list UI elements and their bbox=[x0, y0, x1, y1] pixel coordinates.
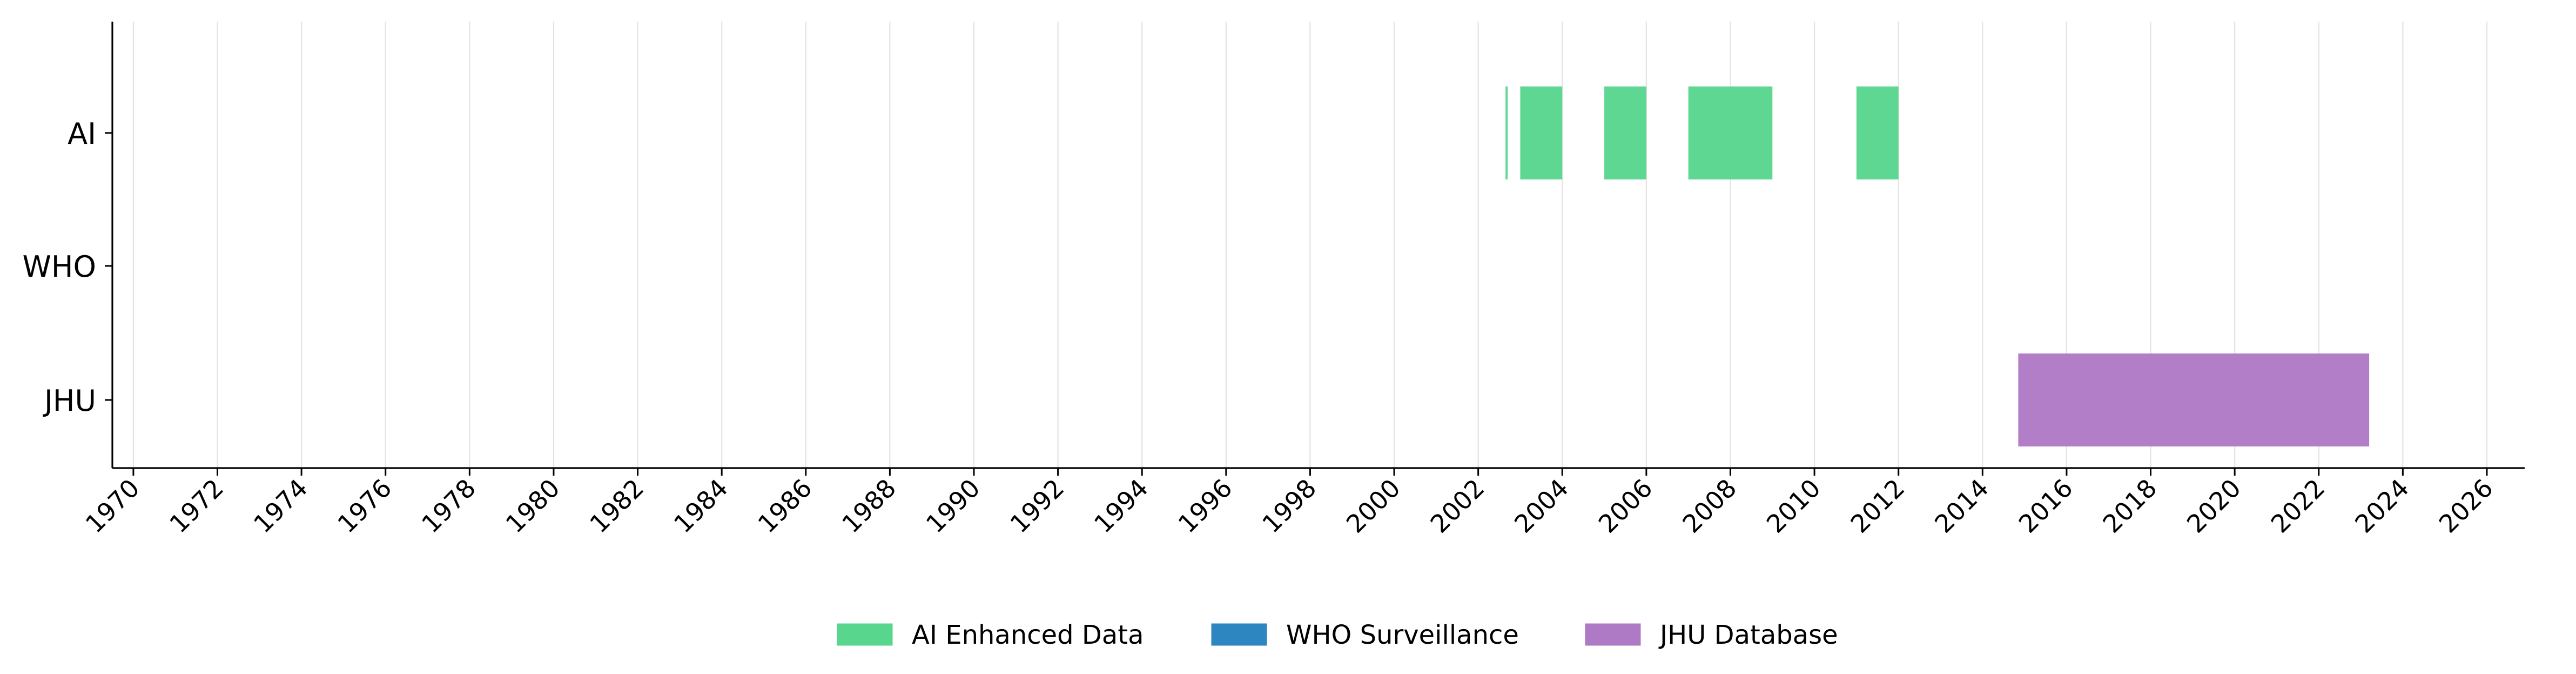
x-tick-label: 2024 bbox=[2349, 473, 2414, 539]
x-tick-label: 1986 bbox=[752, 473, 818, 539]
x-tick-label: 1978 bbox=[416, 473, 481, 539]
x-tick-label: 1992 bbox=[1004, 473, 1070, 539]
x-tick-label: 1980 bbox=[500, 473, 566, 539]
x-tick-label: 2002 bbox=[1424, 473, 1490, 539]
legend-label: WHO Surveillance bbox=[1286, 620, 1519, 650]
x-tick-label: 2016 bbox=[2013, 473, 2079, 539]
x-tick-label: 2020 bbox=[2181, 473, 2247, 539]
x-tick-label: 2004 bbox=[1509, 473, 1574, 539]
timeline-bar-ai bbox=[1505, 86, 1508, 179]
x-tick-label: 1970 bbox=[80, 473, 145, 539]
x-tick-label: 2014 bbox=[1929, 473, 1994, 539]
x-tick-label: 1976 bbox=[332, 473, 398, 539]
y-tick-label: AI bbox=[68, 117, 96, 151]
legend: AI Enhanced Data WHO Surveillance JHU Data… bbox=[837, 620, 1838, 650]
x-tick-label: 1984 bbox=[668, 473, 734, 539]
x-tick-label: 1974 bbox=[248, 473, 313, 539]
x-tick-label: 1972 bbox=[164, 473, 229, 539]
x-tick-label: 1996 bbox=[1173, 473, 1238, 539]
x-tick-label: 2006 bbox=[1593, 473, 1658, 539]
x-tick-label: 1988 bbox=[836, 473, 902, 539]
x-tick-label: 1990 bbox=[920, 473, 986, 539]
timeline-bar-jhu bbox=[2018, 353, 2370, 446]
timeline-bar-ai bbox=[1688, 86, 1773, 179]
x-tick-label: 2018 bbox=[2097, 473, 2162, 539]
x-tick-label: 2026 bbox=[2433, 473, 2499, 539]
legend-swatch bbox=[837, 623, 893, 646]
bar-layer bbox=[1505, 86, 2370, 446]
x-tick-label: 1994 bbox=[1088, 473, 1154, 539]
timeline-bar-ai bbox=[1856, 86, 1899, 179]
legend-swatch bbox=[1585, 623, 1641, 646]
y-tick-label: WHO bbox=[22, 250, 96, 284]
x-tick-label: 1998 bbox=[1256, 473, 1322, 539]
legend-label: JHU Database bbox=[1658, 620, 1838, 650]
timeline-bar-ai bbox=[1520, 86, 1563, 179]
axis-layer: AI WHO JHU 1970 1972 1974 1976 1978 1980 1982 1984… bbox=[22, 22, 2525, 539]
legend-label: AI Enhanced Data bbox=[912, 620, 1144, 650]
x-tick-label: 2012 bbox=[1845, 473, 1911, 539]
x-tick-label: 2022 bbox=[2265, 473, 2331, 539]
x-tick-label: 2008 bbox=[1677, 473, 1742, 539]
y-tick-label: JHU bbox=[43, 384, 96, 418]
x-tick-label: 1982 bbox=[584, 473, 649, 539]
timeline-bar-ai bbox=[1604, 86, 1646, 179]
x-tick-label: 2000 bbox=[1341, 473, 1406, 539]
grid-layer bbox=[132, 22, 2488, 468]
legend-swatch bbox=[1211, 623, 1267, 646]
x-tick-label: 2010 bbox=[1761, 473, 1826, 539]
